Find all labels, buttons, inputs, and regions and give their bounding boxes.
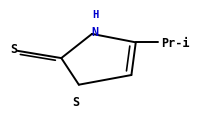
Text: N: N <box>92 26 99 39</box>
Text: Pr-i: Pr-i <box>161 37 189 50</box>
Text: H: H <box>92 10 98 19</box>
Text: S: S <box>72 96 79 109</box>
Text: S: S <box>11 43 18 56</box>
